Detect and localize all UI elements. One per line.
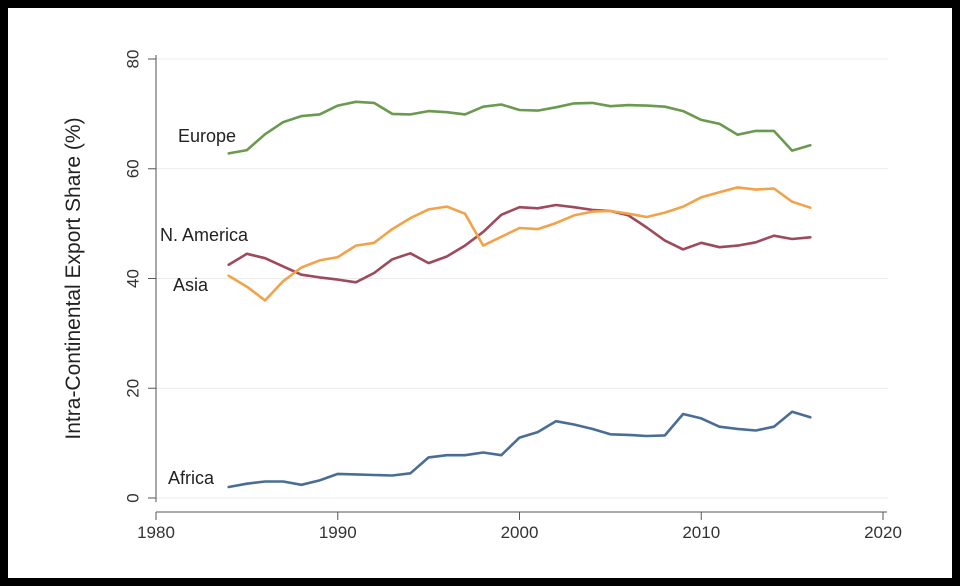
series-label-europe: Europe <box>178 126 236 146</box>
series-label-africa: Africa <box>168 468 215 488</box>
y-tick-label: 20 <box>123 379 142 398</box>
y-tick-label: 40 <box>123 269 142 288</box>
y-axis-title: Intra-Continental Export Share (%) <box>62 117 85 439</box>
series-line-africa <box>227 410 812 489</box>
y-tick-label: 60 <box>123 159 142 178</box>
gridlines <box>156 58 888 499</box>
x-tick-label: 1990 <box>319 523 357 542</box>
x-tick-label: 2000 <box>501 523 539 542</box>
series-lines <box>227 100 812 489</box>
y-tick-label: 80 <box>123 50 142 69</box>
series-line-n-america <box>227 203 812 284</box>
series-labels: Europe N. America Asia Africa <box>160 126 249 488</box>
x-tick-label: 2010 <box>682 523 720 542</box>
series-label-n-america: N. America <box>160 225 249 245</box>
x-tick-label: 2020 <box>864 523 902 542</box>
series-label-asia: Asia <box>173 275 209 295</box>
chart-frame: 0 20 40 60 80 1980 1990 2000 2010 2020 Europe N. A… <box>8 8 952 578</box>
axes: 0 20 40 60 80 1980 1990 2000 2010 2020 <box>123 50 901 542</box>
y-tick-label: 0 <box>123 493 142 502</box>
line-chart: 0 20 40 60 80 1980 1990 2000 2010 2020 Europe N. A… <box>62 50 902 542</box>
x-tick-label: 1980 <box>137 523 175 542</box>
series-line-europe <box>227 100 812 155</box>
series-line-asia <box>227 186 812 302</box>
